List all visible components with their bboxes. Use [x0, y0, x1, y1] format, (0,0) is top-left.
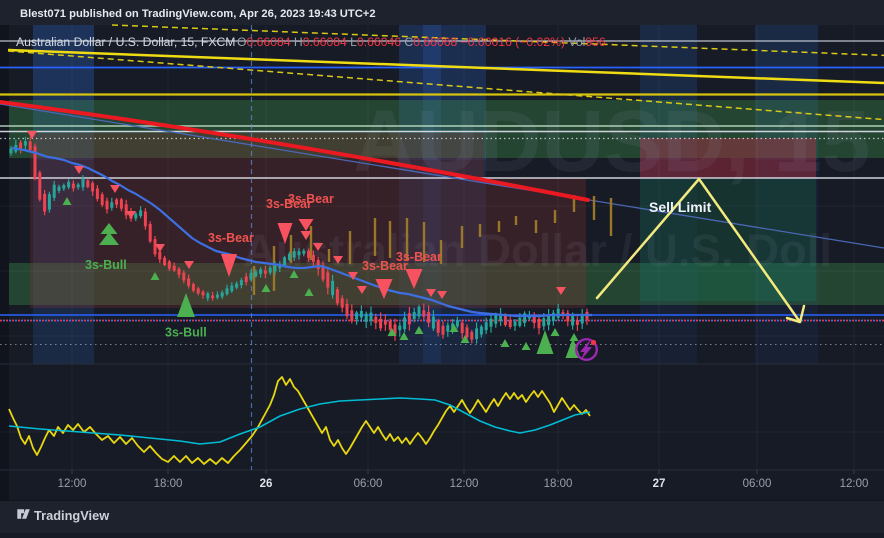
svg-text:12:00: 12:00: [58, 478, 87, 490]
svg-text:12:00: 12:00: [840, 478, 869, 490]
svg-text:3s-Bear: 3s-Bear: [288, 192, 334, 206]
svg-text:06:00: 06:00: [354, 478, 383, 490]
svg-text:Australian Dollar / U.S. Doll: Australian Dollar / U.S. Doll: [243, 225, 832, 276]
svg-text:18:00: 18:00: [544, 478, 573, 490]
svg-text:3s-Bear: 3s-Bear: [362, 259, 408, 273]
svg-text:27: 27: [653, 478, 666, 490]
svg-text:18:00: 18:00: [154, 478, 183, 490]
svg-text:26: 26: [260, 478, 273, 490]
svg-text:3s-Bull: 3s-Bull: [85, 258, 127, 272]
svg-text:Sell Limit: Sell Limit: [649, 199, 712, 215]
svg-text:O0.66084 H0.66084 L0.66046: O0.66084 H0.66084 L0.66046 C0.66068 −0.0…: [237, 35, 606, 49]
svg-text:12:00: 12:00: [450, 478, 479, 490]
svg-text:06:00: 06:00: [743, 478, 772, 490]
svg-text:3s-Bear: 3s-Bear: [266, 197, 312, 211]
svg-text:3s-Bear: 3s-Bear: [208, 231, 254, 245]
svg-text:AUDUSD, 15: AUDUSD, 15: [353, 93, 870, 190]
svg-text:Blest071 published on TradingV: Blest071 published on TradingView.com, A…: [20, 8, 376, 20]
svg-text:TradingView: TradingView: [34, 508, 109, 523]
svg-text:3s-Bull: 3s-Bull: [165, 326, 207, 340]
svg-text:Australian Dollar / U.S. Dolla: Australian Dollar / U.S. Dollar, 15, FXC…: [16, 35, 235, 49]
svg-text:3s-Bear: 3s-Bear: [396, 250, 442, 264]
